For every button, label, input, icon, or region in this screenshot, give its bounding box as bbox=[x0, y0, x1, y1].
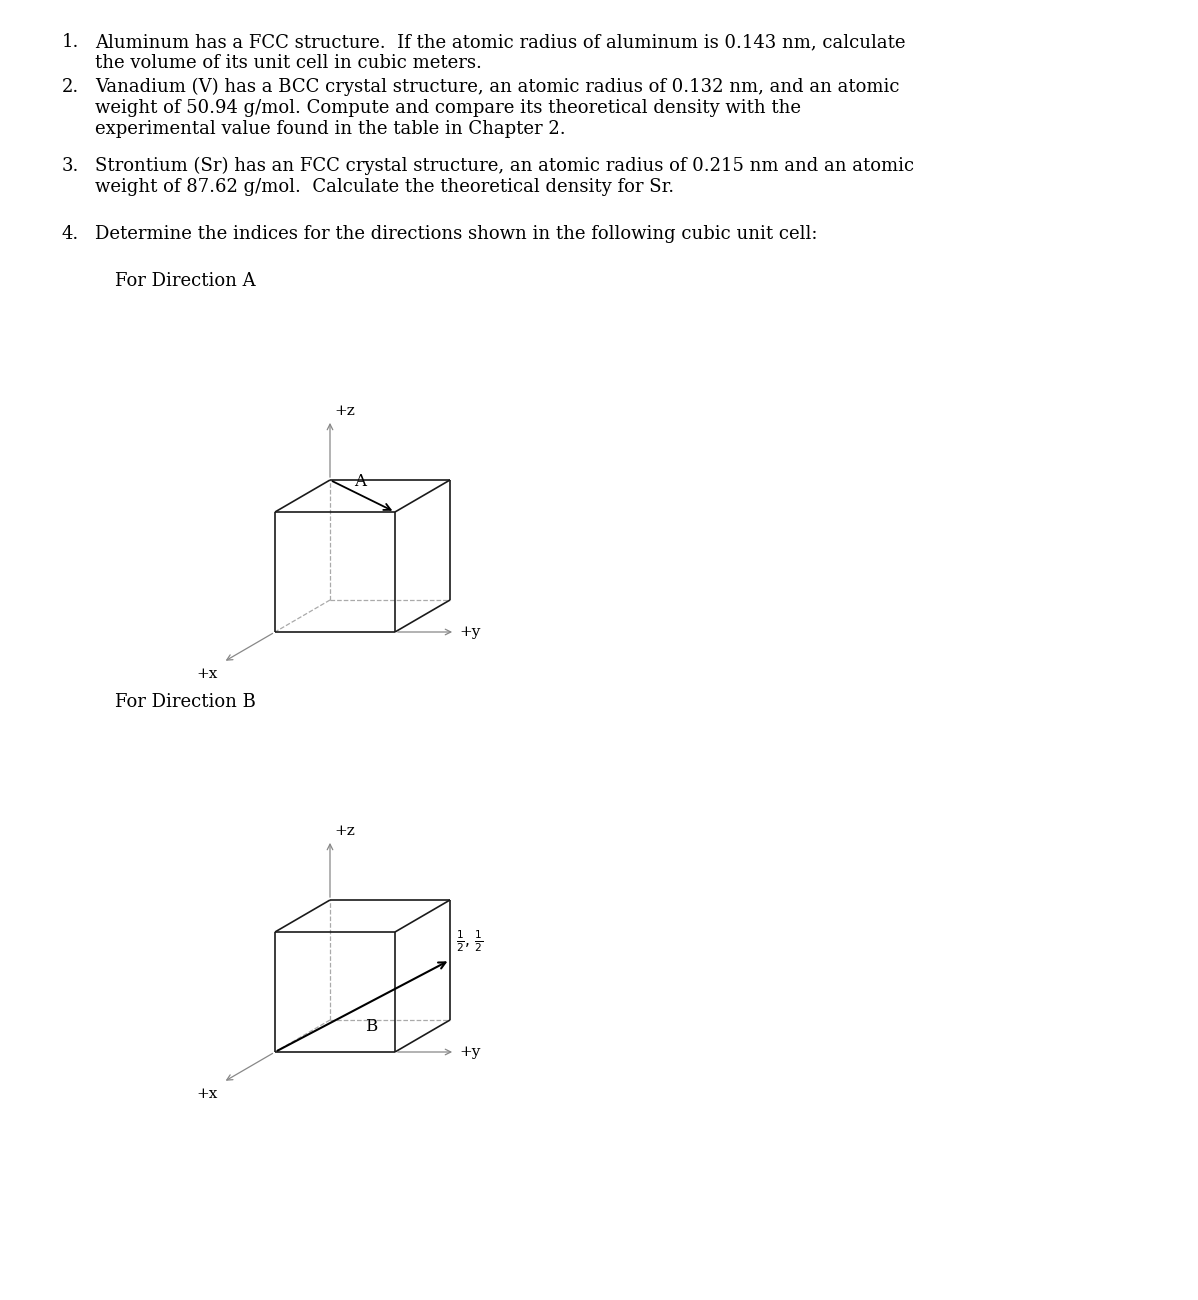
Text: +x: +x bbox=[196, 1087, 218, 1101]
Text: For Direction A: For Direction A bbox=[115, 272, 255, 290]
Text: 4.: 4. bbox=[62, 225, 79, 243]
Text: +y: +y bbox=[459, 1045, 480, 1060]
Text: A: A bbox=[355, 473, 367, 490]
Text: Strontium (Sr) has an FCC crystal structure, an atomic radius of 0.215 nm and an: Strontium (Sr) has an FCC crystal struct… bbox=[95, 157, 914, 176]
Text: 1.: 1. bbox=[62, 32, 79, 51]
Text: +z: +z bbox=[334, 404, 355, 419]
Text: +x: +x bbox=[196, 667, 218, 681]
Text: experimental value found in the table in Chapter 2.: experimental value found in the table in… bbox=[95, 120, 565, 138]
Text: weight of 50.94 g/mol. Compute and compare its theoretical density with the: weight of 50.94 g/mol. Compute and compa… bbox=[95, 99, 801, 117]
Text: B: B bbox=[365, 1018, 377, 1035]
Text: +z: +z bbox=[334, 824, 355, 839]
Text: $\frac{1}{2}$, $\frac{1}{2}$: $\frac{1}{2}$, $\frac{1}{2}$ bbox=[456, 928, 483, 954]
Text: +y: +y bbox=[459, 625, 480, 640]
Text: 3.: 3. bbox=[62, 157, 79, 176]
Text: Vanadium (V) has a BCC crystal structure, an atomic radius of 0.132 nm, and an a: Vanadium (V) has a BCC crystal structure… bbox=[95, 78, 900, 96]
Text: For Direction B: For Direction B bbox=[115, 693, 256, 711]
Text: the volume of its unit cell in cubic meters.: the volume of its unit cell in cubic met… bbox=[95, 55, 482, 72]
Text: 2.: 2. bbox=[62, 78, 79, 96]
Text: Determine the indices for the directions shown in the following cubic unit cell:: Determine the indices for the directions… bbox=[95, 225, 817, 243]
Text: weight of 87.62 g/mol.  Calculate the theoretical density for Sr.: weight of 87.62 g/mol. Calculate the the… bbox=[95, 178, 674, 196]
Text: Aluminum has a FCC structure.  If the atomic radius of aluminum is 0.143 nm, cal: Aluminum has a FCC structure. If the ato… bbox=[95, 32, 906, 51]
